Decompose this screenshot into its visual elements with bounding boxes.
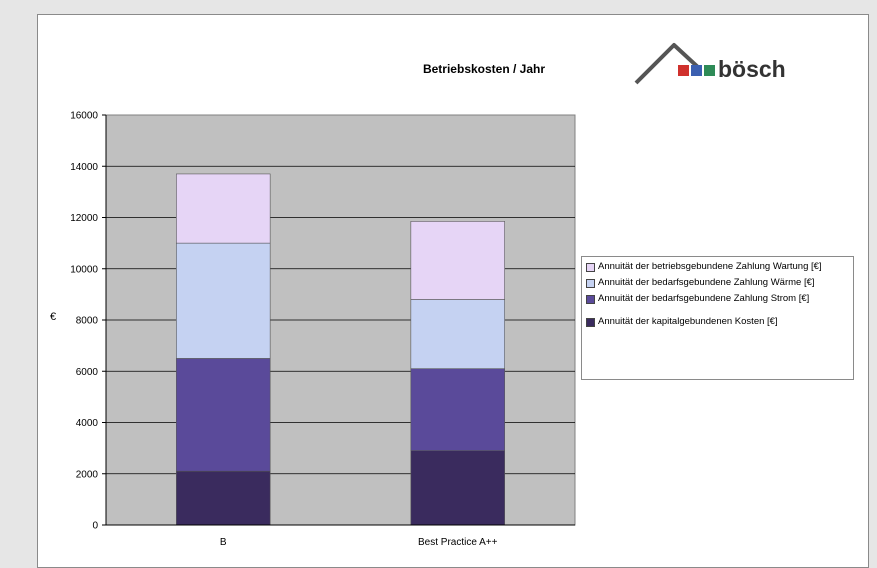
logo-square-blue — [691, 65, 702, 76]
legend-label-strom: Annuität der bedarfsgebundene Zahlung St… — [598, 293, 810, 304]
logo-roof-icon — [634, 43, 702, 85]
legend-swatch-kapital — [586, 318, 595, 327]
y-tick-label: 2000 — [76, 469, 99, 480]
bar-segment — [410, 368, 505, 451]
bar-segment — [176, 242, 271, 359]
logo-square-green — [704, 65, 715, 76]
y-tick-label: 6000 — [76, 367, 99, 378]
y-tick-label: 16000 — [70, 111, 98, 122]
legend-swatch-wartung — [586, 263, 595, 272]
legend-label-wartung: Annuität der betriebsgebundene Zahlung W… — [598, 261, 822, 272]
x-tick-label: B — [220, 537, 227, 548]
legend-label-kapital: Annuität der kapitalgebundenen Kosten [€… — [598, 316, 778, 327]
y-tick-label: 4000 — [76, 418, 99, 429]
legend-swatch-waerme — [586, 279, 595, 288]
y-axis-ticks: 0 2000 4000 6000 8000 10000 12000 14000 16000 — [70, 111, 107, 532]
bar-segment — [176, 173, 271, 244]
bar-segment — [410, 221, 505, 300]
legend-label-waerme: Annuität der bedarfsgebundene Zahlung Wä… — [598, 277, 815, 288]
chart-frame: Betriebskosten / Jahr 0 2000 4000 6000 8000 1… — [37, 14, 869, 568]
chart: Betriebskosten / Jahr 0 2000 4000 6000 8000 1… — [50, 62, 576, 548]
x-tick-label: Best Practice A++ — [418, 537, 498, 548]
y-axis-label: € — [50, 311, 56, 323]
legend-swatch-strom — [586, 295, 595, 304]
bar-segment — [410, 450, 505, 526]
y-tick-label: 12000 — [70, 213, 98, 224]
x-axis-ticks: B Best Practice A++ — [106, 524, 575, 548]
legend-item-waerme: Annuität der bedarfsgebundene Zahlung Wä… — [586, 277, 849, 288]
legend-item-strom: Annuität der bedarfsgebundene Zahlung St… — [586, 293, 849, 304]
bosch-logo: bösch — [634, 43, 786, 85]
legend: Annuität der betriebsgebundene Zahlung W… — [581, 256, 854, 380]
legend-item-wartung: Annuität der betriebsgebundene Zahlung W… — [586, 261, 849, 272]
logo-square-red — [678, 65, 689, 76]
legend-item-kapital: Annuität der kapitalgebundenen Kosten [€… — [586, 316, 849, 327]
y-tick-label: 10000 — [70, 264, 98, 275]
bar-segment — [410, 299, 505, 369]
bars — [176, 173, 505, 526]
logo-wordmark: bösch — [718, 56, 786, 82]
y-tick-label: 8000 — [76, 316, 99, 327]
y-tick-label: 14000 — [70, 162, 98, 173]
chart-title: Betriebskosten / Jahr — [423, 62, 545, 76]
y-tick-label: 0 — [92, 521, 98, 532]
bar-segment — [176, 358, 271, 472]
bar-segment — [176, 470, 271, 526]
